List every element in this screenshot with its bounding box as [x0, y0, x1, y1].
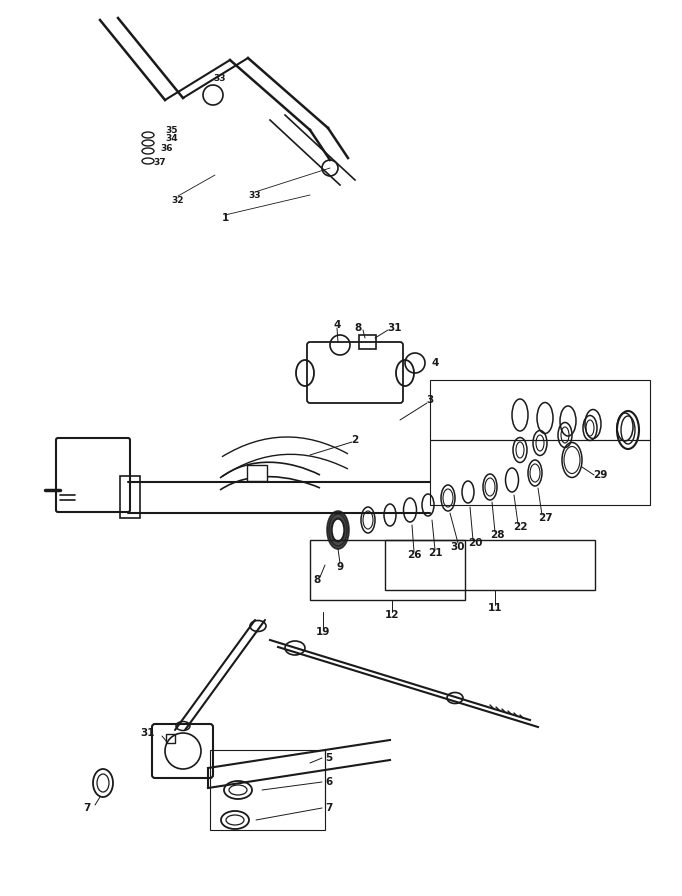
Text: 29: 29	[593, 470, 607, 480]
Text: 19: 19	[316, 627, 330, 637]
Text: 28: 28	[490, 530, 504, 540]
Ellipse shape	[332, 519, 344, 541]
Text: 31: 31	[388, 323, 402, 333]
Text: 7: 7	[83, 803, 91, 813]
Text: 8: 8	[313, 575, 321, 585]
Text: 4: 4	[333, 320, 341, 330]
Text: 35: 35	[165, 125, 177, 134]
Text: 22: 22	[513, 522, 527, 532]
Text: 37: 37	[153, 158, 166, 167]
Text: 11: 11	[488, 603, 502, 613]
Text: 1: 1	[222, 213, 228, 223]
FancyBboxPatch shape	[247, 465, 267, 481]
Text: 12: 12	[385, 610, 399, 620]
Text: 20: 20	[468, 538, 482, 548]
Text: 31: 31	[140, 728, 155, 738]
Text: 2: 2	[351, 435, 359, 445]
Text: 8: 8	[355, 323, 361, 333]
Text: 33: 33	[249, 191, 261, 200]
Text: 7: 7	[325, 803, 332, 813]
Ellipse shape	[327, 511, 349, 549]
Text: 9: 9	[336, 562, 344, 572]
Text: 3: 3	[426, 395, 434, 405]
Text: 21: 21	[428, 548, 442, 558]
Text: 27: 27	[537, 513, 552, 523]
Text: 4: 4	[431, 358, 439, 368]
Text: 33: 33	[213, 73, 226, 82]
Text: 26: 26	[406, 550, 421, 560]
Text: 30: 30	[451, 542, 465, 552]
Text: 5: 5	[325, 753, 332, 763]
Text: 36: 36	[160, 143, 173, 152]
Text: 6: 6	[325, 777, 332, 787]
Text: 32: 32	[172, 195, 184, 204]
Text: 34: 34	[165, 134, 177, 142]
